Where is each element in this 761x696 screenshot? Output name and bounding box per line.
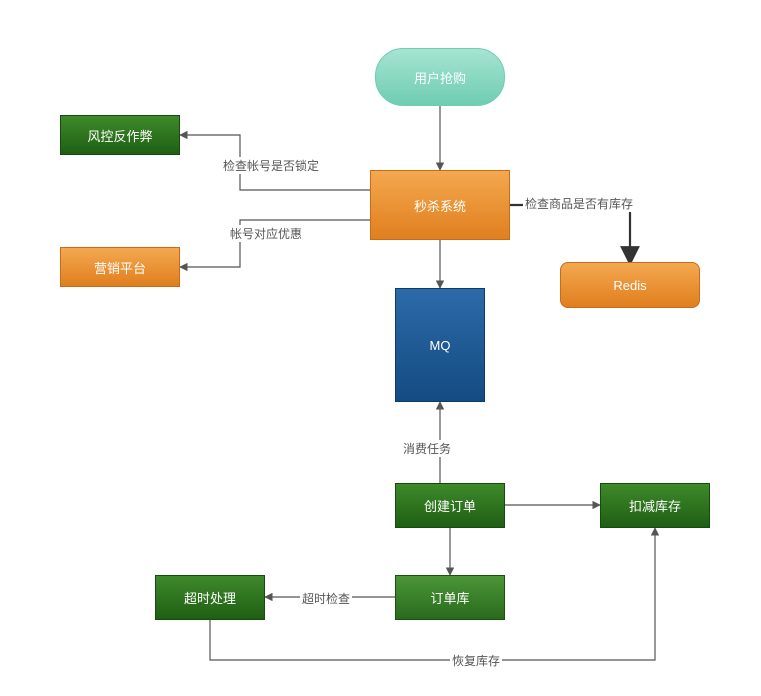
node-redis: Redis: [560, 262, 700, 308]
node-mq: MQ: [395, 288, 485, 402]
edge-3-label: 检查商品是否有库存: [523, 195, 635, 212]
node-createOrder-label: 创建订单: [424, 496, 476, 515]
edge-8-label: 超时检查: [300, 590, 352, 607]
node-deduct-label: 扣减库存: [629, 496, 681, 515]
edge-9-label: 恢复库存: [450, 652, 502, 669]
edge-1-label: 检查帐号是否锁定: [221, 157, 321, 174]
node-user: 用户抢购: [375, 48, 505, 106]
node-orderDb-label: 订单库: [430, 588, 469, 607]
edge-5-label: 消费任务: [401, 440, 453, 457]
node-marketing-label: 营销平台: [94, 258, 146, 277]
node-orderDb: 订单库: [395, 575, 505, 620]
edge-layer: [0, 0, 761, 696]
node-seckill: 秒杀系统: [370, 170, 510, 240]
node-timeout: 超时处理: [155, 575, 265, 620]
edge-3: [510, 205, 630, 262]
node-redis-label: Redis: [613, 278, 646, 293]
node-mq-label: MQ: [430, 338, 451, 353]
edge-2-label: 帐号对应优惠: [228, 225, 304, 242]
node-createOrder: 创建订单: [395, 483, 505, 528]
node-deduct: 扣减库存: [600, 483, 710, 528]
node-user-label: 用户抢购: [414, 68, 466, 87]
node-timeout-label: 超时处理: [184, 588, 236, 607]
node-marketing: 营销平台: [60, 247, 180, 287]
node-seckill-label: 秒杀系统: [414, 196, 466, 215]
node-risk-label: 风控反作弊: [87, 126, 152, 145]
node-risk: 风控反作弊: [60, 115, 180, 155]
